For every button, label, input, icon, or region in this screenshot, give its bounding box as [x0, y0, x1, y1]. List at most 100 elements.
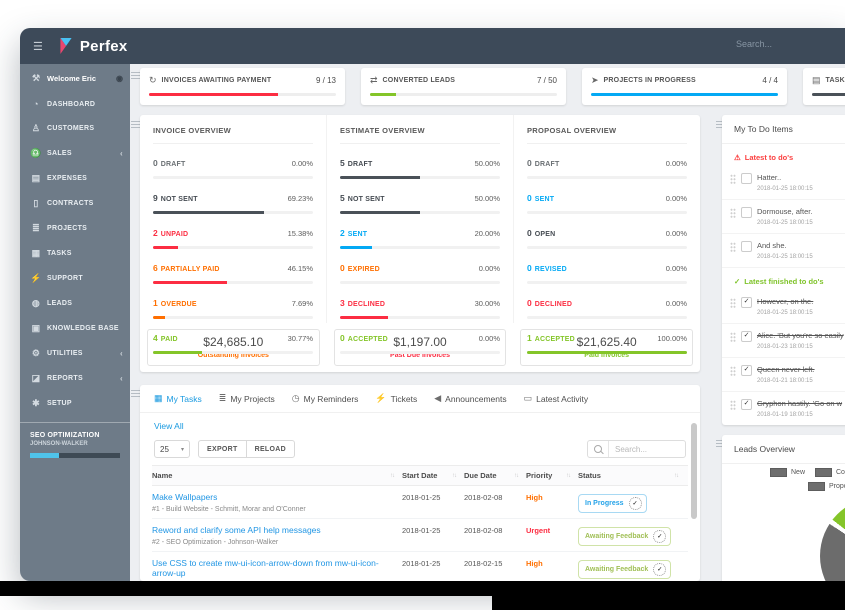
overview-row-link[interactable]: 0 OPEN [527, 228, 556, 238]
drag-handle[interactable] [716, 121, 726, 129]
sidebar-item-expenses[interactable]: ▤ EXPENSES [20, 166, 130, 191]
overview-row-link[interactable]: 0 DECLINED [527, 298, 573, 308]
drag-dots-icon[interactable] [730, 242, 736, 252]
power-icon[interactable]: ◉ [116, 74, 123, 83]
sidebar-item-dashboard[interactable]: ◔ DASHBOARD [20, 92, 130, 116]
overview-row-track [340, 351, 500, 354]
decorative-bar [492, 596, 845, 610]
drag-dots-icon[interactable] [730, 174, 736, 184]
overview-row-link[interactable]: 5 NOT SENT [340, 193, 385, 203]
drag-dots-icon[interactable] [730, 366, 736, 376]
drag-handle[interactable] [131, 72, 141, 80]
sidebar-item-contracts[interactable]: ▯ CONTRACTS [20, 191, 130, 216]
sidebar-item-utilities[interactable]: ⚙ UTILITIES ‹ [20, 341, 130, 366]
overview-row-link[interactable]: 0 EXPIRED [340, 263, 380, 273]
tab-tickets[interactable]: ⚡ Tickets [375, 393, 417, 404]
overview-row-percent: 0.00% [665, 194, 687, 203]
sidebar-item-label: CONTRACTS [47, 200, 94, 207]
reload-button[interactable]: RELOAD [245, 440, 295, 458]
sidebar: ⚒ Welcome Eric ◉ ◔ DASHBOARD ♙ CUSTOMERS ♎ SA… [20, 64, 130, 581]
export-button[interactable]: EXPORT [198, 440, 247, 458]
todo-date: 2018-01-25 18:00:15 [757, 186, 813, 192]
sort-icon: ↑↓ [452, 472, 457, 479]
sidebar-item-knowledge-base[interactable]: ▣ KNOWLEDGE BASE [20, 316, 130, 341]
drag-handle[interactable] [131, 390, 141, 398]
tab-my-reminders[interactable]: ◷ My Reminders [292, 393, 359, 404]
search-icon-wrap [588, 441, 609, 457]
todo-checkbox-checked[interactable]: ✓ [741, 365, 752, 376]
overview-row-unpaid: 2 UNPAID 15.38% [153, 214, 313, 249]
overview-row-link[interactable]: 5 DRAFT [340, 158, 373, 168]
todo-checkbox[interactable] [741, 241, 752, 252]
overview-row-link[interactable]: 3 DECLINED [340, 298, 386, 308]
global-search-input[interactable]: Search... [736, 39, 773, 49]
column-header-name[interactable]: Name ↑↓ [152, 471, 395, 480]
overview-row-link[interactable]: 0 DRAFT [153, 158, 186, 168]
drag-handle[interactable] [131, 121, 141, 129]
stat-progress-track [812, 93, 845, 96]
page-size-select[interactable]: 25 ▾ [154, 440, 190, 458]
column-header-status[interactable]: Status ↑↓ [578, 471, 679, 480]
app-logo[interactable]: Perfex [58, 37, 128, 55]
todo-panel-title: My To Do Items [722, 115, 845, 144]
sidebar-item-sales[interactable]: ♎ SALES ‹ [20, 141, 130, 166]
task-title-link[interactable]: Reword and clarify some API help message… [152, 525, 321, 535]
tab-my-tasks[interactable]: ▦ My Tasks [154, 393, 202, 404]
column-header-priority[interactable]: Priority ↑↓ [526, 471, 571, 480]
overview-row-link[interactable]: 4 PAID [153, 333, 178, 343]
todo-checkbox-checked[interactable]: ✓ [741, 331, 752, 342]
drag-dots-icon[interactable] [730, 332, 736, 342]
decorative-bar [0, 581, 845, 596]
sidebar-welcome[interactable]: ⚒ Welcome Eric ◉ [20, 64, 130, 92]
view-all-link[interactable]: View All [154, 421, 184, 431]
overview-row-link[interactable]: 2 UNPAID [153, 228, 189, 238]
task-title-link[interactable]: Use CSS to create mw-ui-icon-arrow-down … [152, 558, 379, 578]
todo-checkbox[interactable] [741, 207, 752, 218]
sidebar-item-tasks[interactable]: ▦ TASKS [20, 241, 130, 266]
sidebar-item-setup[interactable]: ✱ SETUP [20, 391, 130, 416]
drag-dots-icon[interactable] [730, 298, 736, 308]
sidebar-item-customers[interactable]: ♙ CUSTOMERS [20, 116, 130, 141]
column-header-due-date[interactable]: Due Date ↑↓ [464, 471, 519, 480]
overview-row-percent: 0.00% [665, 229, 687, 238]
overview-row-link[interactable]: 0 DRAFT [527, 158, 560, 168]
stat-progress-fill [591, 93, 778, 96]
tab-label: My Projects [230, 393, 275, 404]
total-amount: $21,625.40 [576, 335, 637, 349]
drag-handle[interactable] [716, 440, 726, 448]
todo-checkbox[interactable] [741, 173, 752, 184]
my-projects-icon: ≣ [218, 393, 227, 403]
overview-row-link[interactable]: 2 SENT [340, 228, 368, 238]
drag-dots-icon[interactable] [730, 208, 736, 218]
overview-row-link[interactable]: 6 PARTIALLY PAID [153, 263, 220, 273]
todo-checkbox-checked[interactable]: ✓ [741, 399, 752, 410]
mark-complete-icon[interactable]: ✓ [653, 530, 667, 543]
tab-my-projects[interactable]: ≣ My Projects [219, 393, 275, 404]
sidebar-item-projects[interactable]: ≣ PROJECTS [20, 216, 130, 241]
drag-dots-icon[interactable] [730, 400, 736, 410]
todo-date: 2018-01-23 18:00:15 [757, 344, 813, 350]
overview-row-link[interactable]: 1 ACCEPTED [527, 333, 575, 343]
menu-toggle-icon[interactable]: ☰ [33, 40, 43, 53]
overview-row-link[interactable]: 9 NOT SENT [153, 193, 198, 203]
sidebar-item-reports[interactable]: ◪ REPORTS ‹ [20, 366, 130, 391]
chevron-left-icon: ‹ [120, 374, 123, 383]
tab-latest-activity[interactable]: ▭ Latest Activity [524, 393, 588, 404]
todo-panel: My To Do Items ⚠ Latest to do's Hatter.. 20… [722, 115, 845, 425]
overview-row-link[interactable]: 1 OVERDUE [153, 298, 197, 308]
sidebar-item-support[interactable]: ⚡ SUPPORT [20, 266, 130, 291]
overview-row-link[interactable]: 0 ACCEPTED [340, 333, 388, 343]
overview-row-fill [153, 246, 178, 249]
overview-row-link[interactable]: 0 SENT [527, 193, 555, 203]
task-title-link[interactable]: Make Wallpapers [152, 492, 218, 502]
sidebar-item-leads[interactable]: ◍ LEADS [20, 291, 130, 316]
tab-announcements[interactable]: ◀ Announcements [434, 393, 506, 404]
table-search-input[interactable] [609, 444, 685, 454]
mark-complete-icon[interactable]: ✓ [653, 563, 667, 576]
mark-complete-icon[interactable]: ✓ [628, 497, 642, 510]
overview-row-link[interactable]: 0 REVISED [527, 263, 567, 273]
column-header-start-date[interactable]: Start Date ↑↓ [402, 471, 457, 480]
todo-item-finished: ✓ Gryphon hastily. 'Go on w 2018-01-19 18:… [722, 392, 845, 425]
todo-checkbox-checked[interactable]: ✓ [741, 297, 752, 308]
scrollbar[interactable] [691, 423, 697, 519]
